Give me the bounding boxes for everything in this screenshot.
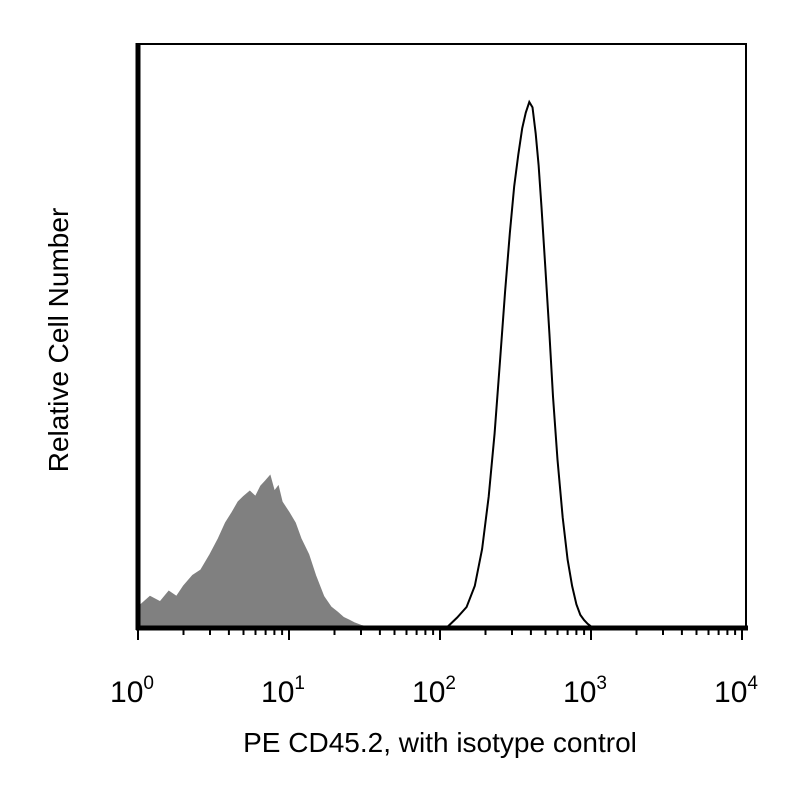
- x-tick-label: 104: [714, 673, 758, 709]
- x-ticks: [137, 628, 743, 640]
- x-tick-labels: 100 101 102 103 104: [110, 673, 758, 709]
- x-tick-label: 103: [563, 673, 607, 709]
- y-axis-title: Relative Cell Number: [43, 208, 74, 473]
- isotype-control-histogram: [137, 474, 374, 629]
- x-axis-title: PE CD45.2, with isotype control: [243, 727, 637, 758]
- x-tick-label: 100: [110, 673, 154, 709]
- x-tick-label: 102: [412, 673, 456, 709]
- series-layer: [137, 99, 594, 629]
- cd45-2-histogram-line: [445, 99, 594, 629]
- x-tick-label: 101: [261, 673, 305, 709]
